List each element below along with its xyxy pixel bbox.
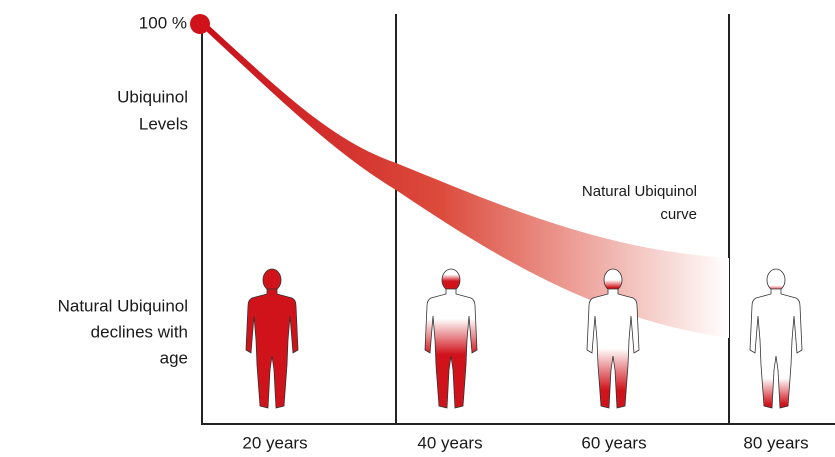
figure-80 — [750, 269, 802, 408]
figure-20 — [246, 269, 298, 408]
infographic: 100 % Ubiquinol Levels Natural Ubiquinol… — [0, 0, 835, 457]
curve-label: Natural Ubiquinol — [582, 183, 697, 200]
age-label: 80 years — [743, 433, 808, 452]
figures-caption: age — [160, 348, 188, 367]
age-label: 20 years — [242, 433, 307, 452]
axis-title: Levels — [139, 114, 188, 133]
age-label: 60 years — [581, 433, 646, 452]
figures-caption: declines with — [91, 322, 188, 341]
start-point — [190, 14, 210, 34]
ubiquinol-curve — [205, 22, 729, 338]
axis-title: Ubiquinol — [117, 87, 188, 106]
figure-40 — [425, 269, 477, 408]
top-label: 100 % — [139, 13, 187, 32]
curve-label: curve — [660, 206, 697, 223]
age-label: 40 years — [417, 433, 482, 452]
figures-caption: Natural Ubiquinol — [58, 296, 188, 315]
